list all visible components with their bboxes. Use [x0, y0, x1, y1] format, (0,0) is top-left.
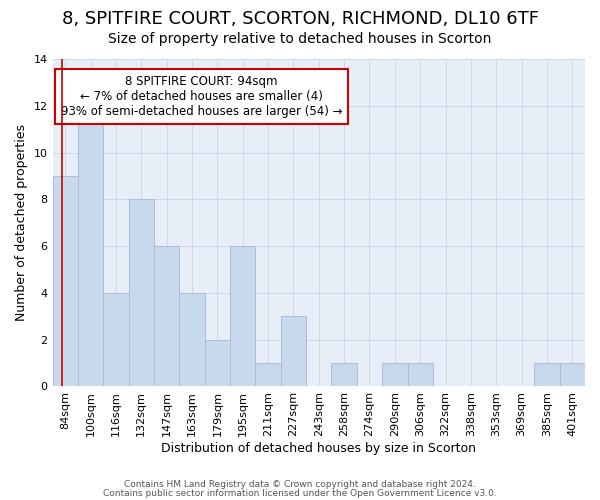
Bar: [78, 106, 103, 386]
Text: Contains HM Land Registry data © Crown copyright and database right 2024.: Contains HM Land Registry data © Crown c…: [124, 480, 476, 489]
Text: Size of property relative to detached houses in Scorton: Size of property relative to detached ho…: [109, 32, 491, 46]
Bar: [560, 363, 585, 386]
Bar: [534, 363, 560, 386]
Bar: [382, 363, 407, 386]
Text: Contains public sector information licensed under the Open Government Licence v3: Contains public sector information licen…: [103, 489, 497, 498]
Bar: [205, 340, 230, 386]
Bar: [154, 246, 179, 386]
Bar: [230, 246, 256, 386]
Bar: [103, 293, 128, 386]
X-axis label: Distribution of detached houses by size in Scorton: Distribution of detached houses by size …: [161, 442, 476, 455]
Bar: [407, 363, 433, 386]
Bar: [128, 200, 154, 386]
Bar: [256, 363, 281, 386]
Bar: [53, 176, 78, 386]
Text: 8, SPITFIRE COURT, SCORTON, RICHMOND, DL10 6TF: 8, SPITFIRE COURT, SCORTON, RICHMOND, DL…: [62, 10, 539, 28]
Y-axis label: Number of detached properties: Number of detached properties: [15, 124, 28, 321]
Bar: [179, 293, 205, 386]
Bar: [281, 316, 306, 386]
Text: 8 SPITFIRE COURT: 94sqm
← 7% of detached houses are smaller (4)
93% of semi-deta: 8 SPITFIRE COURT: 94sqm ← 7% of detached…: [61, 76, 343, 118]
Bar: [331, 363, 357, 386]
